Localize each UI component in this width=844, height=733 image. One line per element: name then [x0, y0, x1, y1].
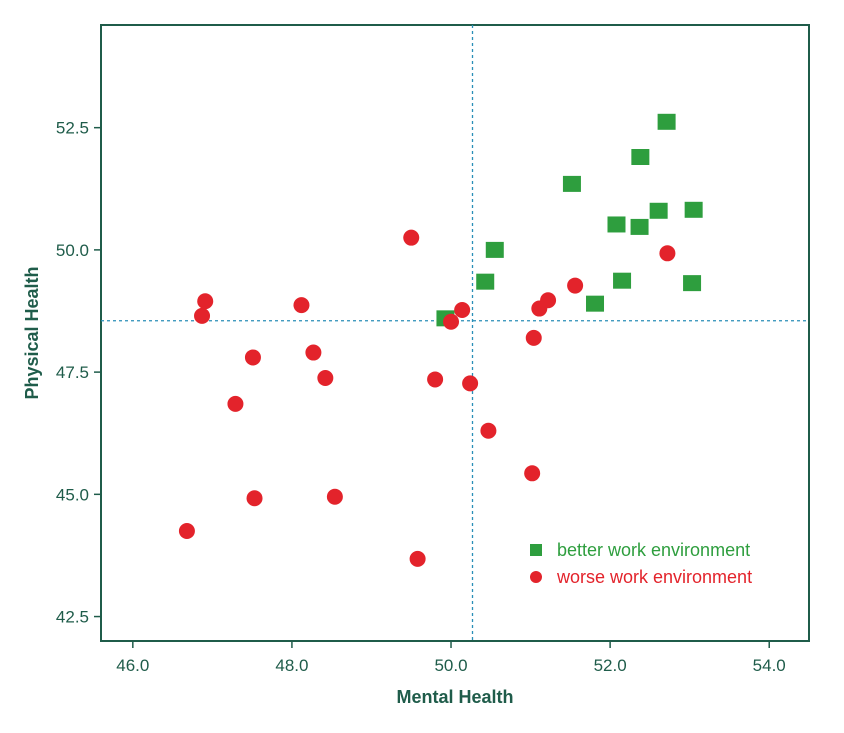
data-point-worse — [178, 523, 195, 539]
legend-label-better: better work environment — [557, 540, 750, 560]
data-point-worse — [454, 302, 471, 319]
data-point-better — [476, 273, 495, 290]
data-point-worse — [443, 313, 460, 330]
data-point-worse — [409, 550, 426, 567]
y-tick-label: 47.5 — [56, 363, 89, 382]
data-point-worse — [305, 344, 322, 361]
x-axis-title: Mental Health — [396, 687, 513, 707]
data-point-worse — [524, 465, 541, 482]
data-point-worse — [525, 329, 542, 346]
data-point-worse — [293, 297, 310, 314]
plot-frame — [100, 24, 810, 642]
x-tick-label: 54.0 — [753, 656, 786, 675]
data-point-better — [607, 216, 626, 233]
y-tick-label: 45.0 — [56, 485, 89, 504]
data-point-worse — [326, 488, 343, 505]
data-point-worse — [567, 277, 584, 294]
y-tick-label: 52.5 — [56, 119, 89, 138]
data-point-better — [649, 202, 668, 219]
data-point-worse — [403, 229, 420, 246]
data-point-worse — [197, 293, 214, 310]
plot-layer: 46.0 48.0 50.0 52.0 54.0 42.5 45.0 47.5 50.0 52.5… — [56, 24, 810, 675]
data-point-worse — [427, 371, 444, 388]
data-point-worse — [317, 369, 334, 386]
y-tick-label: 50.0 — [56, 241, 89, 260]
data-point-better — [562, 175, 581, 192]
data-point-worse — [659, 245, 676, 262]
data-point-better — [631, 149, 650, 165]
y-tick-label: 42.5 — [56, 608, 89, 627]
x-tick-label: 50.0 — [434, 656, 467, 675]
data-point-better — [613, 272, 632, 289]
data-point-worse — [462, 375, 479, 392]
legend-label-worse: worse work environment — [556, 567, 752, 587]
data-point-better — [684, 201, 703, 218]
legend-marker-better — [530, 544, 542, 556]
data-point-worse — [246, 490, 263, 507]
data-point-better — [630, 218, 649, 235]
data-point-worse — [227, 395, 244, 412]
data-point-better — [657, 113, 676, 130]
data-point-better — [485, 241, 504, 258]
data-point-better — [683, 275, 702, 292]
x-tick-label: 48.0 — [275, 656, 308, 675]
legend-marker-worse — [530, 571, 542, 583]
data-point-worse — [244, 349, 261, 366]
y-axis-title: Physical Health — [22, 266, 42, 399]
x-tick-label: 52.0 — [594, 656, 627, 675]
data-point-better — [586, 295, 605, 312]
data-point-worse — [540, 292, 557, 309]
x-tick-label: 46.0 — [116, 656, 149, 675]
data-point-worse — [194, 307, 211, 324]
data-point-worse — [480, 422, 497, 439]
